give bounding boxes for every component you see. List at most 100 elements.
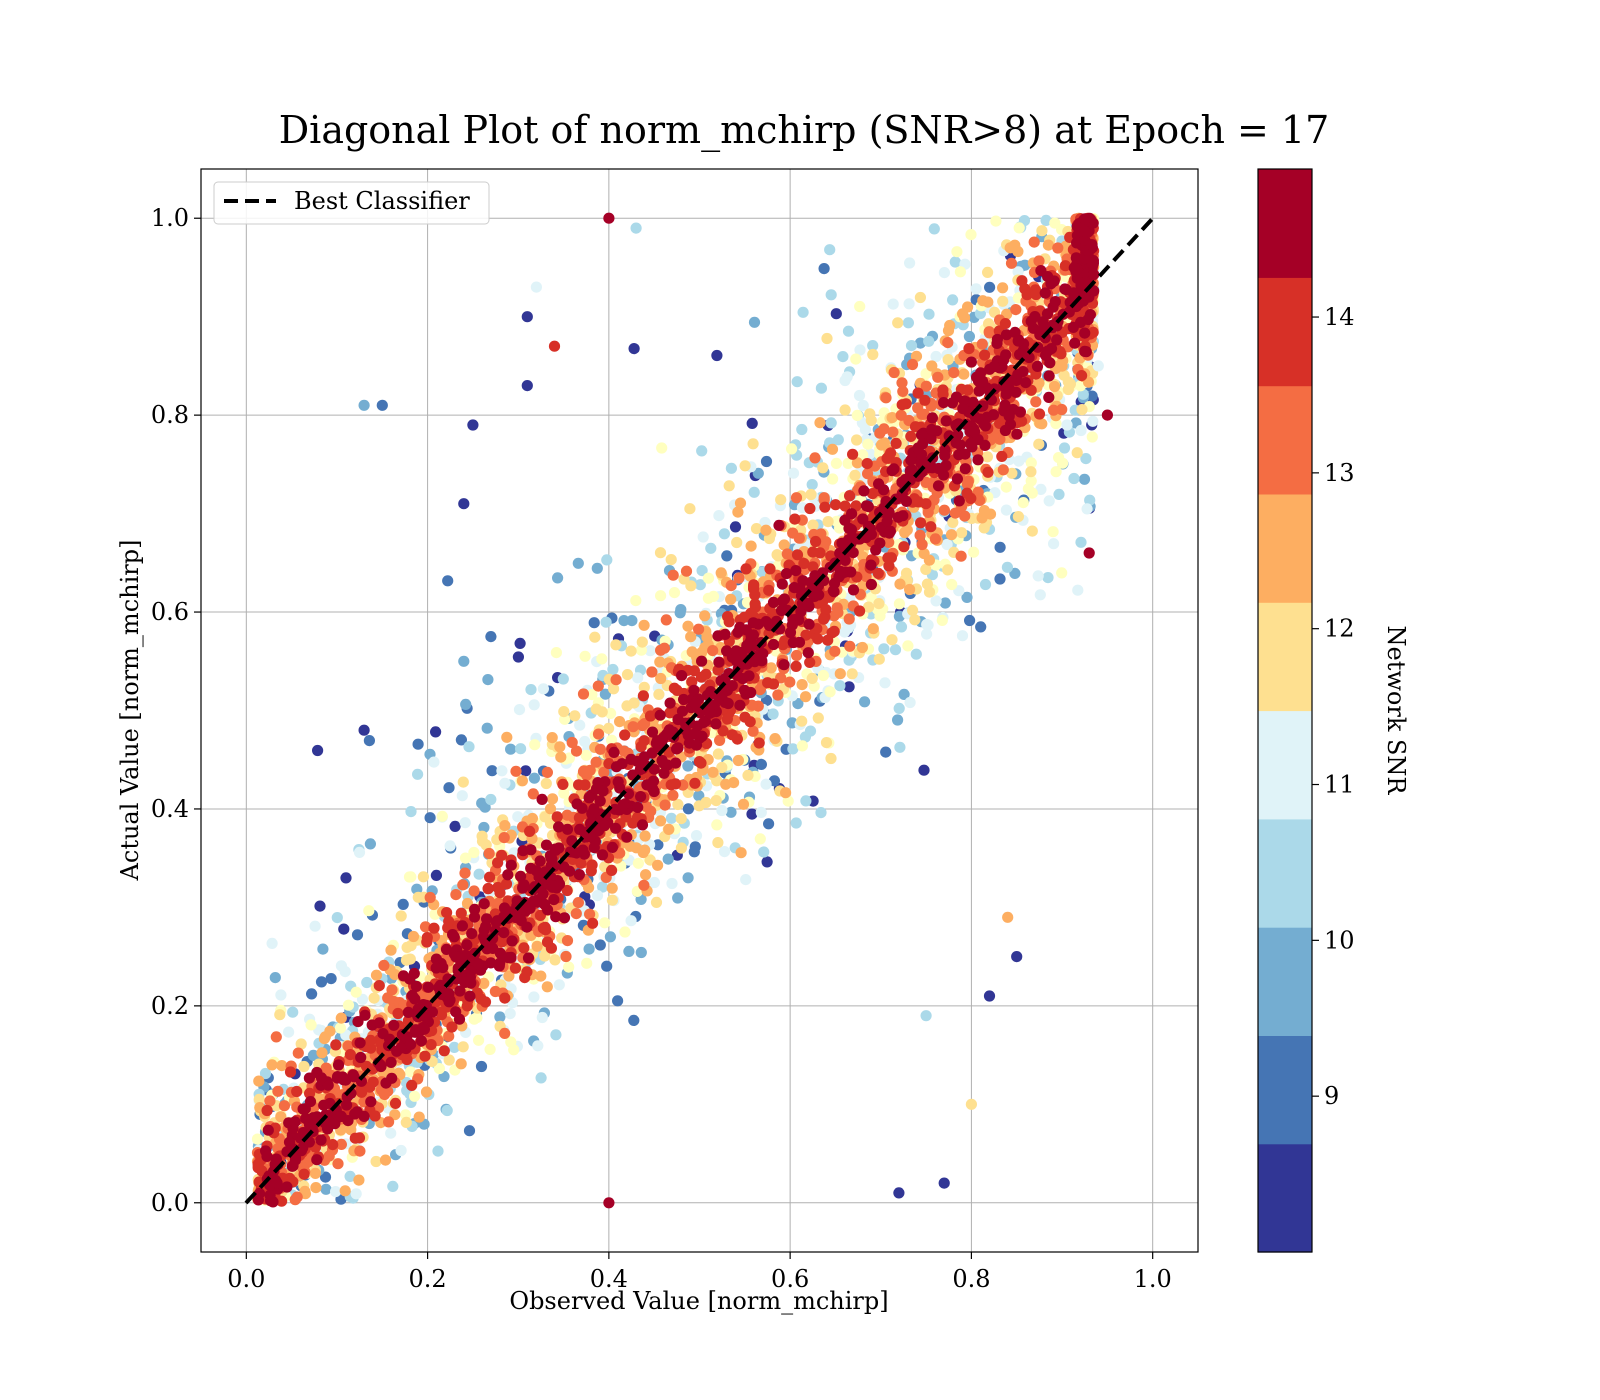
scatter-point <box>253 1187 266 1199</box>
scatter-point <box>315 1134 327 1146</box>
scatter-point <box>760 778 772 790</box>
scatter-point <box>1047 526 1059 538</box>
scatter-point <box>655 672 667 685</box>
scatter-point <box>572 557 584 569</box>
scatter-point <box>637 690 650 702</box>
scatter-point <box>942 325 955 337</box>
scatter-point <box>962 384 974 396</box>
scatter-point <box>298 1168 310 1180</box>
scatter-point <box>725 593 737 605</box>
scatter-point <box>857 399 869 412</box>
scatter-point <box>925 433 937 445</box>
scatter-point <box>787 743 799 755</box>
scatter-point <box>824 244 836 256</box>
scatter-point <box>845 524 858 536</box>
scatter-point <box>968 546 980 558</box>
scatter-point <box>754 833 766 845</box>
scatter-point <box>653 688 665 701</box>
scatter-point <box>550 911 562 923</box>
scatter-point <box>996 450 1008 462</box>
scatter-point <box>1051 390 1063 402</box>
scatter-point <box>825 752 837 765</box>
scatter-point <box>425 1039 437 1051</box>
scatter-point <box>670 757 682 769</box>
scatter-point <box>627 721 639 733</box>
scatter-point <box>718 846 731 858</box>
scatter-point <box>716 804 728 817</box>
scatter-point <box>675 842 688 854</box>
scatter-point <box>578 765 590 777</box>
scatter-point <box>963 330 976 343</box>
scatter-point <box>663 823 675 836</box>
scatter-point <box>540 924 552 936</box>
scatter-point <box>386 984 398 996</box>
scatter-point <box>850 353 862 365</box>
scatter-point <box>275 1111 287 1123</box>
scatter-point <box>778 539 790 551</box>
scatter-point <box>369 1110 381 1122</box>
scatter-point <box>875 439 888 451</box>
scatter-point <box>457 879 469 891</box>
scatter-point <box>851 457 864 469</box>
scatter-point <box>632 857 645 869</box>
scatter-point <box>1036 225 1048 237</box>
scatter-point <box>403 871 416 883</box>
scatter-point <box>628 1014 640 1026</box>
scatter-point <box>688 846 700 858</box>
scatter-point <box>354 1145 366 1157</box>
scatter-point <box>397 898 409 911</box>
scatter-point <box>1061 419 1073 431</box>
scatter-point <box>312 744 324 757</box>
scatter-point <box>878 643 890 655</box>
scatter-point <box>460 698 472 711</box>
scatter-point <box>540 839 553 851</box>
scatter-point <box>610 822 622 834</box>
scatter-point <box>854 300 866 313</box>
scatter-point <box>690 830 703 842</box>
scatter-point <box>353 1174 365 1186</box>
scatter-point <box>667 789 679 801</box>
scatter-point <box>790 492 803 504</box>
scatter-point <box>740 874 752 886</box>
scatter-point <box>914 529 926 541</box>
scatter-point <box>892 317 904 329</box>
scatter-point <box>906 358 919 371</box>
scatter-point <box>672 798 684 811</box>
scatter-point <box>865 559 877 571</box>
scatter-point <box>714 734 726 747</box>
scatter-point <box>698 717 710 729</box>
scatter-point <box>997 295 1009 307</box>
scatter-point <box>412 891 424 903</box>
scatter-point <box>773 519 785 532</box>
scatter-point <box>468 885 480 897</box>
scatter-point <box>614 716 626 728</box>
scatter-point <box>368 992 380 1004</box>
scatter-point <box>903 298 915 310</box>
scatter-point <box>922 619 934 631</box>
scatter-point <box>807 546 819 558</box>
scatter-point <box>283 1026 295 1038</box>
scatter-point <box>982 466 994 478</box>
scatter-point <box>557 673 569 685</box>
scatter-point <box>818 613 830 625</box>
scatter-point <box>941 538 953 551</box>
scatter-point <box>364 838 376 850</box>
scatter-point <box>731 536 743 549</box>
scatter-point <box>468 911 481 923</box>
scatter-point <box>284 1066 297 1078</box>
scatter-point <box>365 1034 377 1046</box>
scatter-point <box>972 486 984 498</box>
scatter-point <box>997 282 1009 294</box>
scatter-point <box>1055 348 1067 360</box>
scatter-point <box>791 376 803 388</box>
scatter-point <box>443 1030 455 1042</box>
scatter-point <box>820 737 833 749</box>
scatter-point <box>984 281 996 293</box>
scatter-point <box>385 1127 397 1139</box>
scatter-point <box>589 631 601 643</box>
scatter-point <box>610 674 622 686</box>
scatter-point <box>821 332 833 345</box>
scatter-point <box>1050 417 1062 430</box>
scatter-point <box>528 772 541 784</box>
